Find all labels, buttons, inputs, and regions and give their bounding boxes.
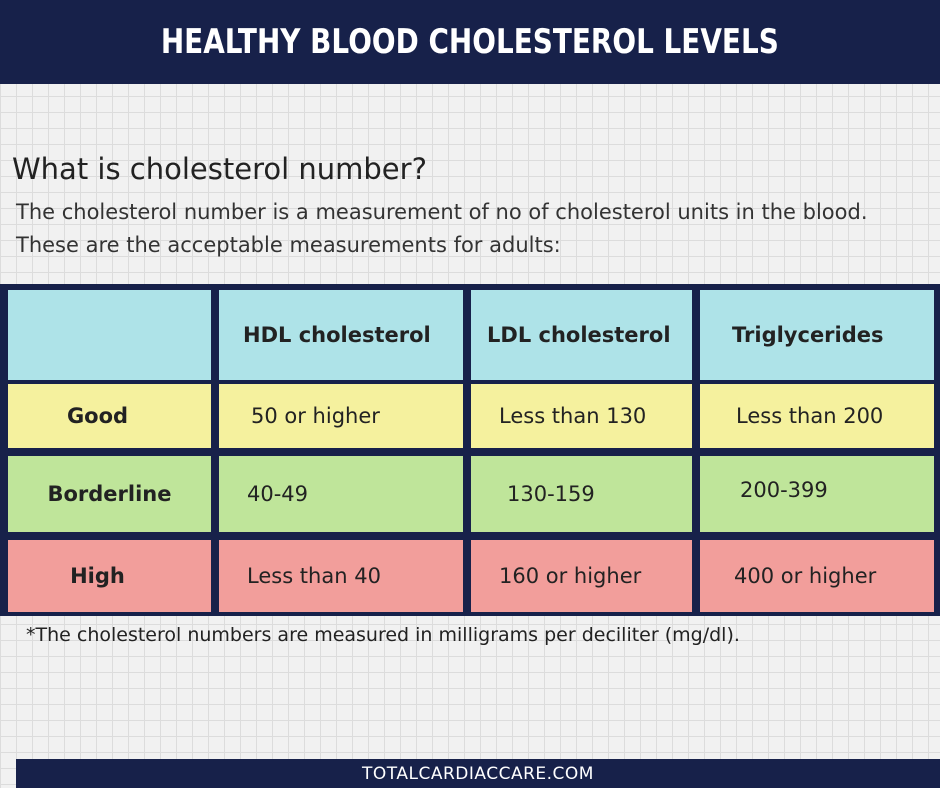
row-label-good: Good bbox=[8, 384, 211, 448]
table-cell: Less than 200 bbox=[700, 384, 934, 448]
footer-banner: TOTALCARDIACCARE.COM bbox=[16, 759, 940, 788]
column-header-triglycerides: Triglycerides bbox=[700, 290, 934, 380]
table-cell: 50 or higher bbox=[219, 384, 463, 448]
table-cell: 200-399 bbox=[700, 456, 934, 532]
footer-site-name: TOTALCARDIACCARE.COM bbox=[362, 763, 594, 784]
column-header-hdl: HDL cholesterol bbox=[219, 290, 463, 380]
table-cell: 40-49 bbox=[219, 456, 463, 532]
section-heading: What is cholesterol number? bbox=[12, 152, 427, 186]
title-banner: HEALTHY BLOOD CHOLESTEROL LEVELS bbox=[0, 0, 940, 84]
table-cell: Less than 40 bbox=[219, 540, 463, 612]
table-cell: 400 or higher bbox=[700, 540, 934, 612]
row-label-borderline: Borderline bbox=[8, 456, 211, 532]
table-header-empty bbox=[8, 290, 211, 380]
column-header-ldl: LDL cholesterol bbox=[471, 290, 692, 380]
section-description: The cholesterol number is a measurement … bbox=[16, 200, 868, 257]
table-cell: Less than 130 bbox=[471, 384, 692, 448]
cholesterol-table: HDL cholesterol LDL cholesterol Triglyce… bbox=[0, 284, 940, 616]
table-cell: 130-159 bbox=[471, 456, 692, 532]
footnote: *The cholesterol numbers are measured in… bbox=[26, 624, 740, 646]
page-title: HEALTHY BLOOD CHOLESTEROL LEVELS bbox=[161, 22, 779, 62]
table-cell: 160 or higher bbox=[471, 540, 692, 612]
row-label-high: High bbox=[8, 540, 211, 612]
